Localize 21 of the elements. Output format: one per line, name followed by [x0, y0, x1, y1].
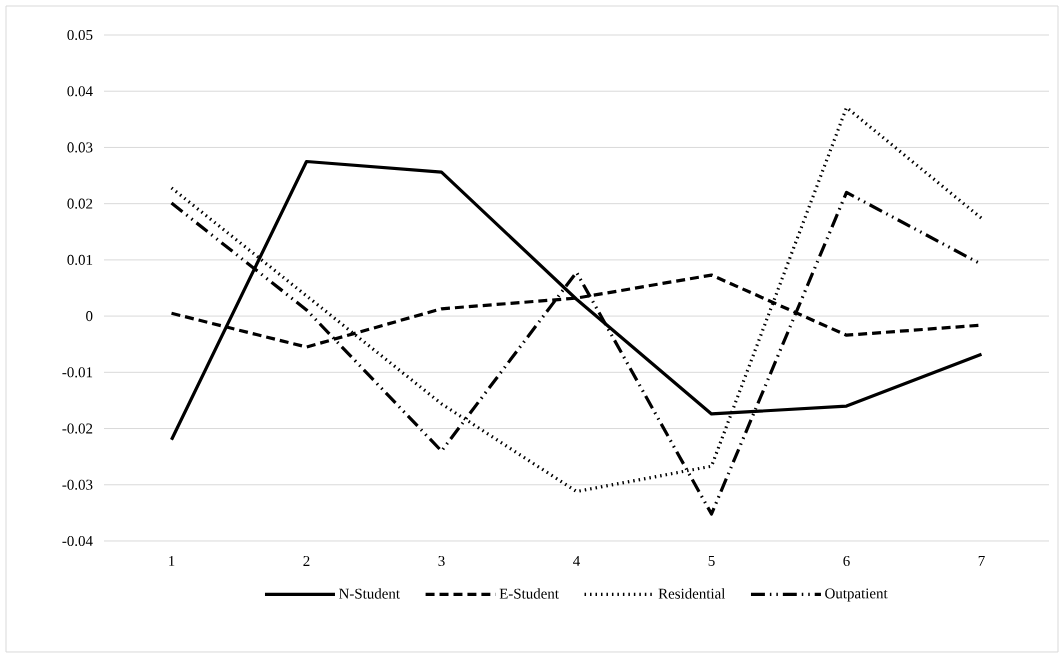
y-tick-label: 0.02 — [67, 198, 93, 209]
legend-label: E-Student — [499, 588, 559, 599]
y-tick-label: 0.05 — [67, 29, 93, 41]
x-tick-label: 7 — [978, 556, 985, 566]
y-tick-label: 0 — [86, 311, 93, 322]
legend-label: N-Student — [339, 588, 400, 599]
y-tick-label: 0.03 — [67, 142, 93, 153]
x-tick-label: 4 — [573, 556, 581, 566]
y-tick-label: -0.04 — [62, 535, 93, 547]
y-tick-label: 0.04 — [67, 86, 93, 97]
y-tick-label: -0.02 — [62, 423, 93, 434]
x-tick-label: 1 — [169, 556, 175, 566]
legend-label: Residential — [658, 588, 726, 599]
y-tick-label: -0.01 — [62, 367, 93, 378]
y-tick-label: -0.03 — [62, 479, 93, 490]
legend-label: Outpatient — [825, 588, 888, 602]
x-tick-label: 5 — [708, 556, 715, 566]
x-tick-label: 2 — [303, 556, 310, 566]
x-tick-label: 6 — [843, 556, 850, 567]
y-tick-label: 0.01 — [67, 254, 93, 265]
x-tick-label: 3 — [438, 556, 445, 567]
